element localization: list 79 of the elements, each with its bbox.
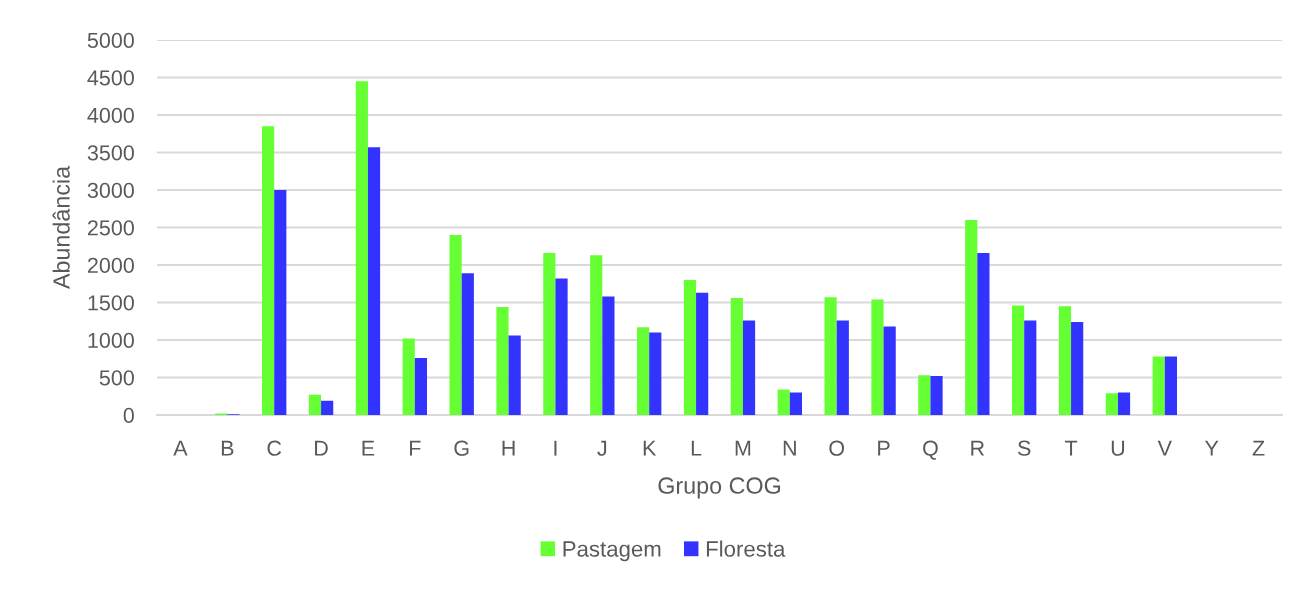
bar xyxy=(1105,393,1118,415)
bar xyxy=(1071,322,1084,415)
bar xyxy=(696,292,709,415)
x-tick-label: K xyxy=(643,440,657,456)
bar xyxy=(402,338,415,415)
bar xyxy=(1152,356,1165,415)
bar xyxy=(742,320,756,415)
bar xyxy=(883,326,896,415)
bar xyxy=(355,81,368,415)
bar xyxy=(1024,320,1037,415)
x-tick-label: V xyxy=(1157,440,1172,456)
bar xyxy=(274,190,287,415)
y-tick-label: 3000 xyxy=(87,182,134,199)
bar xyxy=(871,299,884,415)
y-tick-label: 500 xyxy=(99,370,134,386)
x-tick-label: R xyxy=(971,440,985,456)
bar xyxy=(367,147,381,415)
x-tick-label: B xyxy=(221,440,234,456)
x-tick-label: J xyxy=(597,440,607,456)
x-axis-title: Grupo COG xyxy=(658,477,780,499)
x-tick-label: M xyxy=(735,440,751,456)
bar xyxy=(321,400,334,415)
y-tick-label: 1000 xyxy=(88,332,134,349)
x-tick-label: E xyxy=(362,440,375,456)
x-tick-label: C xyxy=(267,440,282,456)
bar xyxy=(308,394,322,415)
bar xyxy=(262,126,275,415)
bar xyxy=(449,235,462,415)
x-tick-label: Y xyxy=(1204,440,1219,456)
bar xyxy=(918,375,931,415)
bar xyxy=(414,358,427,415)
y-tick-label: 5000 xyxy=(87,32,134,49)
bar xyxy=(508,335,521,415)
x-tick-label: Q xyxy=(923,440,938,460)
x-tick-label: P xyxy=(878,440,890,456)
bar xyxy=(930,376,943,415)
legend-label: Pastagem xyxy=(563,541,661,562)
bar xyxy=(602,296,615,415)
x-tick-label: A xyxy=(173,440,188,456)
bar xyxy=(637,327,650,415)
bar xyxy=(824,297,837,415)
bar xyxy=(1117,392,1131,415)
bar xyxy=(649,332,662,415)
x-tick-label: G xyxy=(454,440,469,456)
y-tick-label: 4000 xyxy=(87,107,134,124)
x-tick-label: I xyxy=(554,440,557,456)
x-tick-label: Z xyxy=(1252,440,1265,456)
bar xyxy=(789,392,802,415)
x-tick-label: S xyxy=(1017,440,1031,456)
bar xyxy=(555,278,568,415)
x-tick-label: N xyxy=(783,440,796,456)
bar xyxy=(836,320,849,415)
x-tick-label: O xyxy=(829,440,845,456)
x-tick-label: F xyxy=(410,440,421,456)
x-tick-label: U xyxy=(1111,440,1125,456)
bar xyxy=(1164,356,1177,415)
bar xyxy=(461,273,474,415)
bar xyxy=(683,280,697,415)
bar xyxy=(777,389,790,415)
y-tick-label: 1500 xyxy=(88,295,134,311)
y-tick-label: 2500 xyxy=(87,220,134,236)
bar xyxy=(730,298,743,415)
bar xyxy=(1058,306,1072,415)
x-tick-label: L xyxy=(691,440,702,456)
x-tick-label: H xyxy=(502,440,515,456)
bar xyxy=(977,253,990,415)
y-tick-label: 3500 xyxy=(87,145,134,161)
y-tick-label: 2000 xyxy=(87,257,134,274)
y-tick-label: 0 xyxy=(123,407,134,424)
bar xyxy=(590,255,603,415)
legend-label: Floresta xyxy=(706,540,786,557)
bar xyxy=(543,253,556,415)
bar xyxy=(496,307,509,415)
bar xyxy=(1012,305,1025,415)
y-tick-label: 4500 xyxy=(87,70,134,86)
x-tick-label: D xyxy=(315,440,328,456)
bar xyxy=(965,220,978,415)
x-tick-label: T xyxy=(1064,440,1078,456)
y-axis-title: Abundância xyxy=(52,165,70,290)
